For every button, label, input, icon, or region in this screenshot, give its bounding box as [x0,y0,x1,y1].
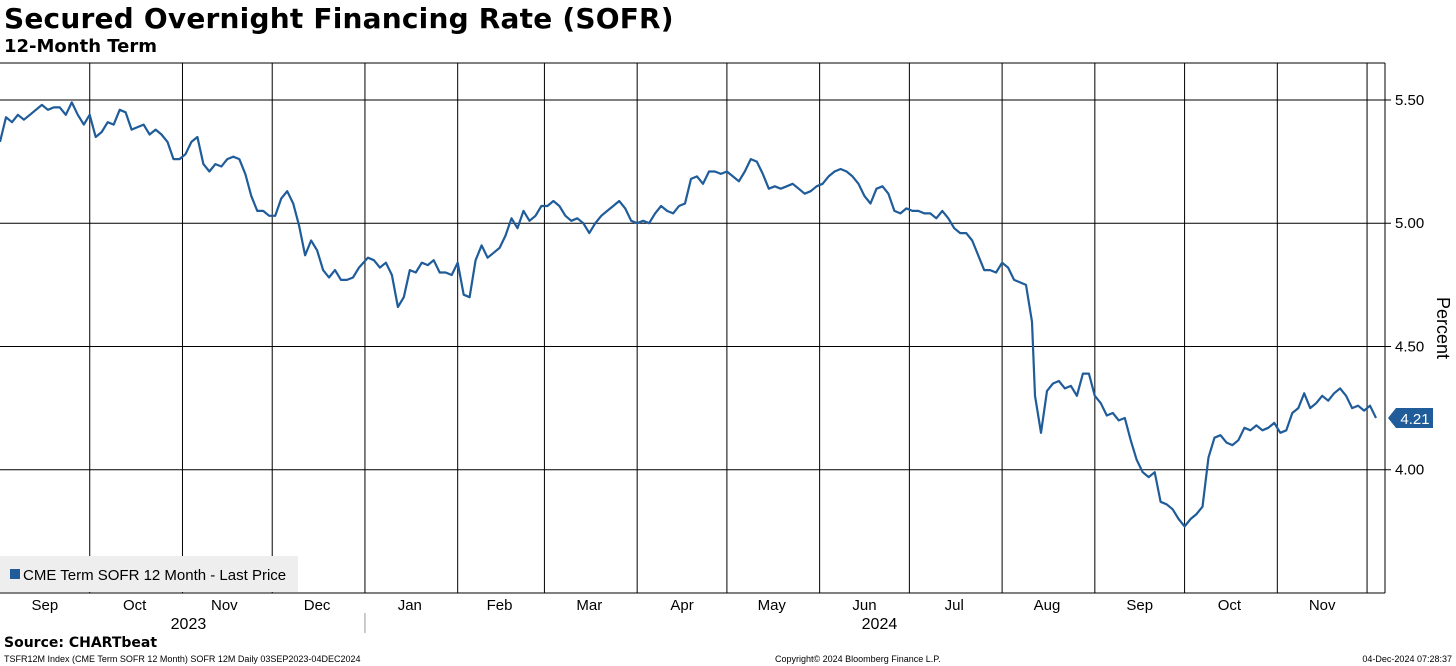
x-tick-label: Jul [945,597,964,614]
y-tick-label: 4.50 [1395,338,1424,355]
chart-title: Secured Overnight Financing Rate (SOFR) [4,2,674,35]
x-tick-label: Oct [123,597,147,614]
y-tick-label: 4.00 [1395,462,1424,479]
copyright: Copyright© 2024 Bloomberg Finance L.P. [775,654,941,664]
x-tick-label: Aug [1034,597,1061,614]
legend: CME Term SOFR 12 Month - Last Price [0,556,298,592]
x-tick-label: Sep [1126,597,1153,614]
source-note: Source: CHARTbeat [4,635,158,651]
x-tick-label: Nov [211,597,238,614]
x-tick-label: Nov [1309,597,1336,614]
legend-label: CME Term SOFR 12 Month - Last Price [23,567,286,584]
last-value-label: 4.21 [1400,411,1429,428]
last-value-tag [1388,407,1433,428]
x-tick-label: Mar [576,597,602,614]
x-tick-label: Jan [398,597,422,614]
chart-subtitle: 12-Month Term [4,36,158,57]
x-tick-label: Oct [1218,597,1242,614]
y-tick-label: 5.00 [1395,215,1424,232]
timestamp: 04-Dec-2024 07:28:37 [1362,654,1452,664]
x-tick-label: Jun [852,597,876,614]
x-tick-label: Sep [32,597,59,614]
x-tick-label: Dec [304,597,331,614]
x-tick-label: Feb [487,597,513,614]
x-tick-label: May [758,597,787,614]
ticker-info: TSFR12M Index (CME Term SOFR 12 Month) S… [4,654,361,664]
legend-box [0,556,298,592]
x-year-label: 2023 [171,616,207,633]
series-line [0,101,1377,528]
x-year-label: 2024 [862,616,898,633]
y-axis-title: Percent [1433,297,1453,359]
x-tick-label: Apr [670,597,693,614]
axes: 4.00 4.50 5.00 5.50 Percent Sep Oct Nov Dec Jan Fe… [32,92,1453,633]
y-tick-label: 5.50 [1395,92,1424,109]
series [0,101,1377,528]
grid [0,62,1386,594]
legend-swatch [10,569,20,579]
